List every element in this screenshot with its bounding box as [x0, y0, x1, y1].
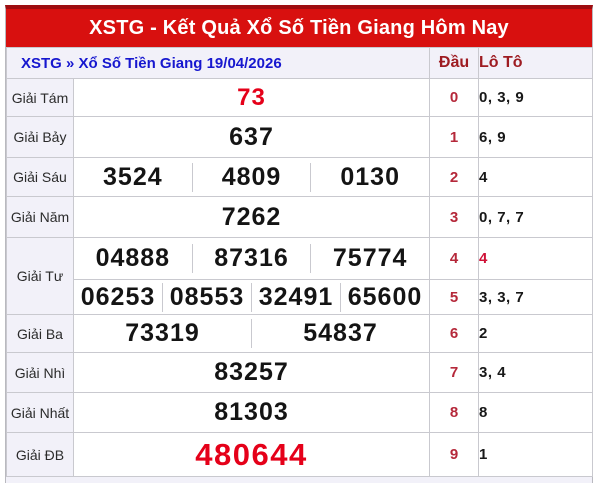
dau-digit: 7 [429, 352, 480, 393]
dau-digit: 5 [429, 279, 480, 315]
table-row: Giải Tám 73 0 0, 3, 9 [6, 78, 594, 117]
prize-label-giai-ba: Giải Ba [6, 314, 74, 353]
prize-label-giai-sau: Giải Sáu [6, 157, 74, 197]
prize-label-giai-db: Giải ĐB [6, 432, 74, 477]
loto-values: 3, 4 [478, 352, 594, 393]
table-row: Giải Sáu 3524 4809 0130 2 4 [6, 157, 594, 197]
prize-number: 32491 [251, 282, 340, 312]
dau-digit: 1 [429, 116, 480, 158]
next-section-edge [5, 477, 593, 483]
prize-number: 0130 [310, 162, 428, 192]
loto-values: 2 [478, 314, 594, 353]
table-row: Giải Nhì 83257 7 3, 4 [6, 352, 594, 393]
prize-number: 3524 [103, 162, 163, 191]
prize-label-giai-bay: Giải Bảy [6, 116, 74, 158]
prize-label-giai-tam: Giải Tám [6, 78, 74, 117]
loto-values-highlighted: 4 [478, 237, 594, 280]
breadcrumb-link[interactable]: XSTG » Xổ Số Tiền Giang 19/04/2026 [21, 54, 282, 72]
table-row: Giải Năm 7262 3 0, 7, 7 [6, 196, 594, 238]
dau-digit: 0 [429, 78, 480, 117]
loto-values: 0, 7, 7 [478, 196, 594, 238]
prize-number: 73319 [125, 319, 200, 347]
prize-number-special: 480644 [195, 436, 308, 472]
loto-values: 1 [478, 432, 594, 477]
prize-label-giai-nam: Giải Năm [6, 196, 74, 238]
prize-number: 87316 [191, 244, 311, 273]
column-header-dau: Đầu [429, 47, 480, 79]
prize-number: 81303 [214, 398, 289, 426]
dau-digit: 8 [429, 392, 480, 433]
prize-number: 65600 [340, 282, 429, 312]
dau-digit: 4 [429, 237, 480, 280]
prize-label-giai-nhat: Giải Nhất [6, 392, 74, 433]
prize-number: 06253 [80, 282, 156, 311]
loto-values: 3, 3, 7 [478, 279, 594, 315]
lottery-results-board: XSTG - Kết Quả Xổ Số Tiền Giang Hôm Nay … [5, 5, 594, 477]
dau-digit: 9 [429, 432, 480, 477]
table-header-row: XSTG » Xổ Số Tiền Giang 19/04/2026 Đầu L… [5, 47, 594, 79]
page-title: XSTG - Kết Quả Xổ Số Tiền Giang Hôm Nay [6, 9, 592, 47]
prize-number: 83257 [214, 358, 289, 386]
loto-values: 0, 3, 9 [478, 78, 594, 117]
prize-number: 54837 [251, 319, 428, 348]
prize-number: 4809 [191, 162, 311, 192]
prize-number: 08553 [162, 282, 251, 312]
results-table: XSTG » Xổ Số Tiền Giang 19/04/2026 Đầu L… [5, 47, 594, 477]
prize-number: 73 [237, 83, 266, 111]
loto-values: 4 [478, 157, 594, 197]
prize-number: 7262 [221, 202, 282, 231]
dau-digit: 2 [429, 157, 480, 197]
prize-label-giai-tu: Giải Tư [6, 237, 74, 315]
loto-values: 6, 9 [478, 116, 594, 158]
table-row: Giải ĐB 480644 9 1 [6, 432, 594, 477]
table-row: 06253 08553 32491 65600 5 3, 3, 7 [7, 279, 594, 315]
table-row: Giải Ba 73319 54837 6 2 [6, 314, 594, 353]
table-row: Giải Nhất 81303 8 8 [6, 392, 594, 433]
dau-digit: 3 [429, 196, 480, 238]
loto-values: 8 [478, 392, 594, 433]
table-row: Giải Bảy 637 1 6, 9 [6, 116, 594, 158]
column-header-loto: Lô Tô [478, 47, 594, 79]
prize-number: 637 [229, 122, 274, 151]
table-row: Giải Tư 04888 87316 75774 4 4 [6, 237, 594, 315]
prize-number: 04888 [95, 244, 171, 272]
prize-number: 75774 [310, 244, 428, 273]
prize-label-giai-nhi: Giải Nhì [6, 352, 74, 393]
dau-digit: 6 [429, 314, 480, 353]
